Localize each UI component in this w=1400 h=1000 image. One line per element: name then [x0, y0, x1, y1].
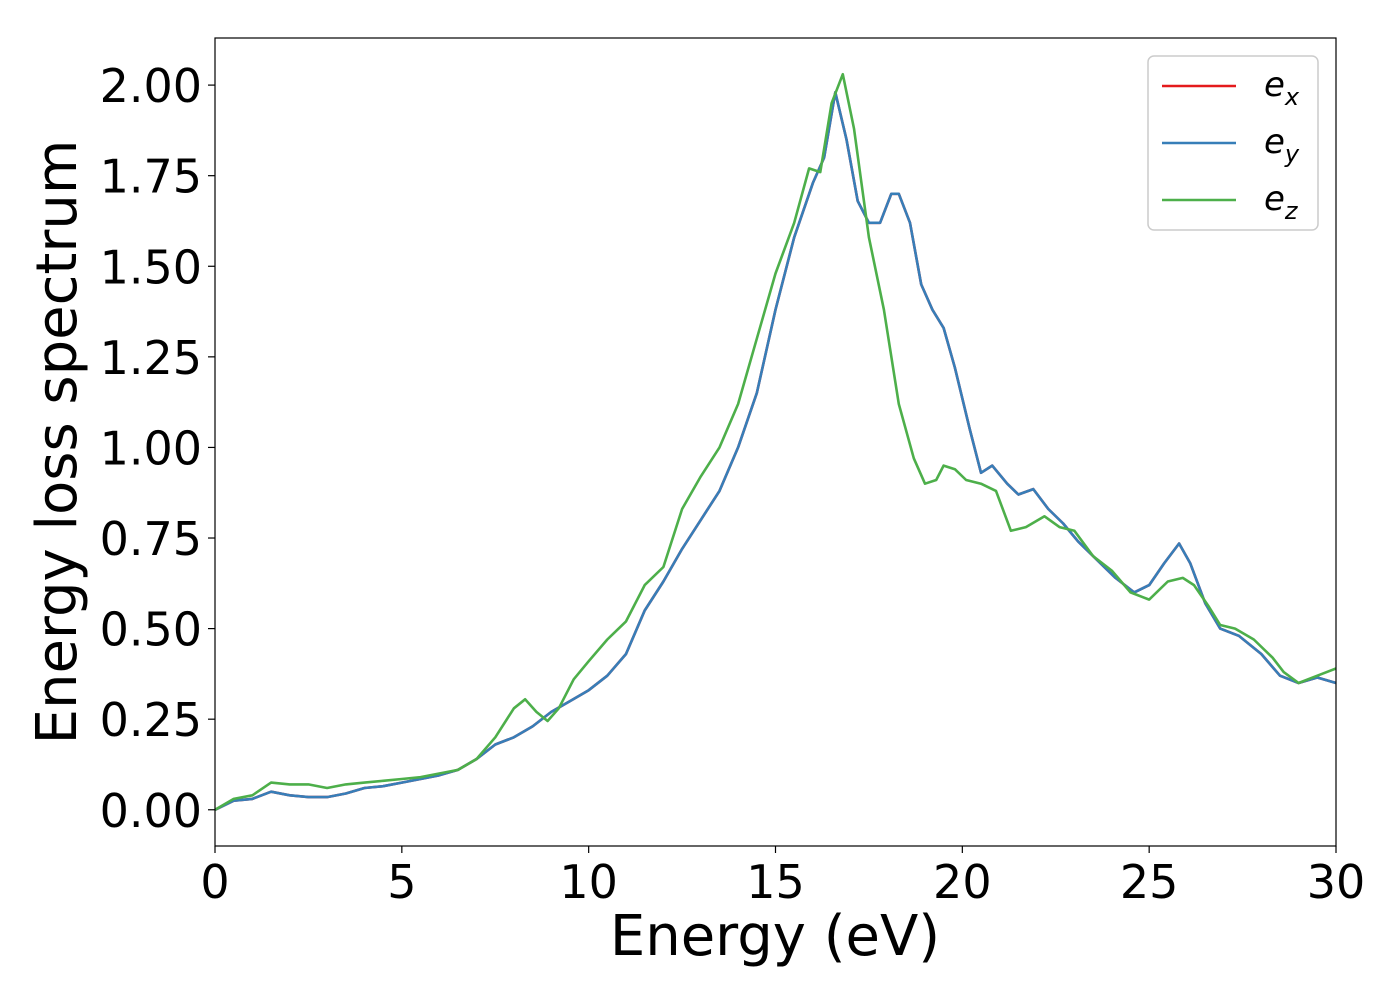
x-axis-label: Energy (eV): [610, 904, 940, 969]
series-line-e-z: [215, 72, 1336, 812]
y-tick-label: 0.50: [100, 603, 202, 657]
series-line-e-y: [215, 91, 1336, 812]
x-tick-label: 20: [933, 855, 992, 909]
x-tick-label: 10: [559, 855, 618, 909]
x-tick-label: 0: [200, 855, 229, 909]
y-tick-label: 0.25: [100, 693, 202, 747]
y-tick-label: 0.75: [100, 512, 202, 566]
y-tick-label: 1.50: [100, 240, 202, 294]
legend-label-e-y: ey: [1264, 122, 1300, 168]
series-layer: [215, 72, 1336, 812]
x-tick-label: 15: [746, 855, 805, 909]
y-tick-label: 1.00: [100, 421, 202, 475]
x-axis-ticks: 0 5 10 15 20 25 30: [200, 846, 1365, 909]
y-tick-label: 1.25: [100, 331, 202, 385]
legend: ex ey ez: [1147, 55, 1319, 231]
y-tick-label: 0.00: [100, 784, 202, 838]
x-tick-label: 25: [1120, 855, 1179, 909]
x-tick-label: 5: [387, 855, 416, 909]
y-axis-ticks: 0.00 0.25 0.50 0.75 1.00 1.25 1.50 1.75 2.00: [100, 59, 215, 838]
y-tick-label: 1.75: [100, 150, 202, 204]
y-axis-label: Energy loss spectrum: [25, 140, 90, 745]
x-tick-label: 30: [1307, 855, 1366, 909]
legend-label-e-z: ez: [1264, 179, 1299, 225]
legend-label-e-x: ex: [1264, 65, 1300, 111]
y-tick-label: 2.00: [100, 59, 202, 113]
